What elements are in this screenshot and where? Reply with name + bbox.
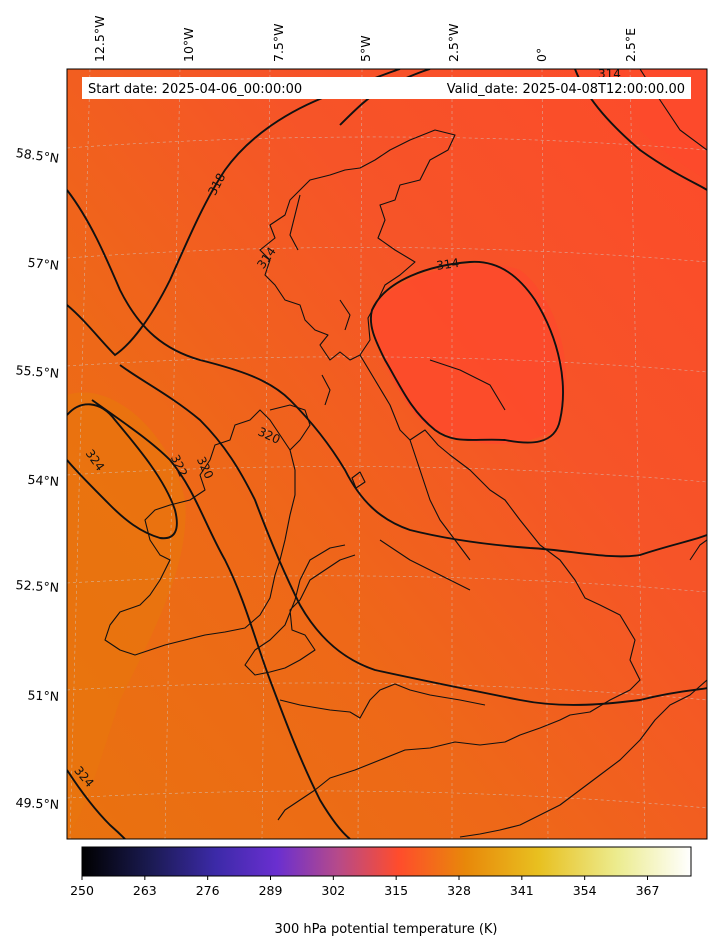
colorbar-tick-label: 276 [196, 883, 220, 898]
colorbar-tick-label: 263 [133, 883, 157, 898]
colorbar: 250 263 276 289 302 315 328 341 354 367 300 hPa p… [70, 846, 692, 937]
lat-tick: 55.5°N [15, 362, 60, 381]
graticule [67, 69, 707, 839]
colorbar-tick-label: 250 [70, 883, 94, 898]
colorbar-tick-label: 367 [636, 883, 660, 898]
wales-coast [244, 544, 356, 676]
valid-date: Valid_date: 2025-04-08T12:00:00.00 [447, 82, 685, 97]
lon-tick: 2.5°E [623, 28, 638, 62]
colorbar-tick-label: 341 [510, 883, 534, 898]
contour-label: 314 [435, 256, 460, 273]
contour-324 [67, 403, 178, 540]
contour-320 [67, 189, 707, 558]
date-header: Start date: 2025-04-06_00:00:00 Valid_da… [82, 77, 691, 99]
lat-tick: 49.5°N [15, 795, 59, 812]
lon-tick: 12.5°W [92, 16, 107, 62]
header-box [82, 77, 691, 99]
map-frame [66, 68, 708, 840]
contour-324-south [67, 769, 126, 839]
warm-region [67, 392, 186, 839]
colorbar-tick-label: 315 [384, 883, 408, 898]
colorbar-label: 300 hPa potential temperature (K) [274, 922, 497, 937]
lon-tick: 10°W [181, 27, 196, 62]
scotland-coast [259, 129, 456, 361]
contour-322 [91, 399, 351, 839]
start-date: Start date: 2025-04-06_00:00:00 [88, 82, 302, 97]
longitude-ticks: 12.5°W 10°W 7.5°W 5°W 2.5°W 0° 2.5°E [92, 16, 638, 62]
contour-314-north-sea [369, 261, 564, 444]
colorbar-tick-label: 289 [259, 883, 283, 898]
lat-tick: 51°N [27, 687, 59, 704]
ireland-coast [104, 409, 296, 656]
colorbar-tick-label: 328 [447, 883, 471, 898]
cool-region [370, 264, 567, 444]
lon-tick: 0° [534, 48, 549, 62]
lon-tick: 2.5°W [446, 24, 461, 63]
colorbar-tick-label: 302 [321, 883, 345, 898]
continent-coast [459, 679, 707, 838]
lon-tick: 5°W [358, 35, 373, 62]
lon-tick: 7.5°W [271, 24, 286, 63]
colorbar-ticks: 250 263 276 289 302 315 328 341 354 367 [70, 876, 659, 898]
lat-tick: 52.5°N [15, 577, 59, 595]
map-panel: 314 318 314 320 322 320 324 314 324 Star… [67, 69, 707, 839]
colorbar-gradient [81, 846, 692, 877]
lat-tick: 54°N [27, 472, 59, 489]
lat-tick: 57°N [27, 255, 60, 273]
lat-tick: 58.5°N [15, 145, 60, 166]
contour-320-b [119, 364, 707, 706]
colorbar-tick-label: 354 [573, 883, 597, 898]
potential-temperature-field [67, 69, 707, 839]
latitude-ticks: 58.5°N 57°N 55.5°N 54°N 52.5°N 51°N 49.5… [15, 145, 60, 812]
england-coast [277, 354, 641, 821]
